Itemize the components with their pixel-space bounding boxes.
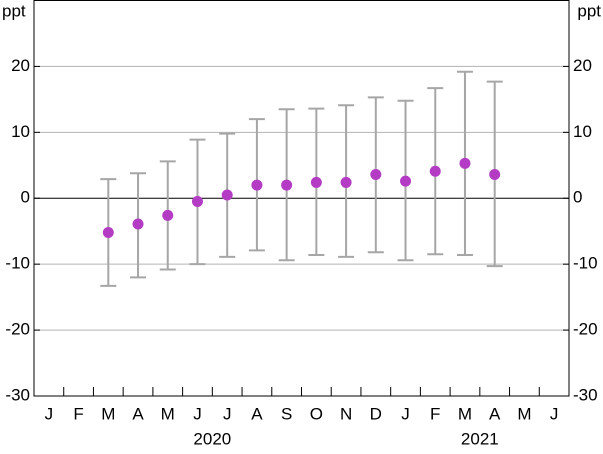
y-tick-label: 20	[11, 56, 30, 75]
point	[429, 165, 441, 177]
x-tick-label: O	[310, 404, 323, 423]
point	[132, 218, 144, 230]
y-tick-label: 0	[21, 188, 30, 207]
y-tick-label-right: -10	[573, 254, 598, 273]
point	[340, 176, 352, 188]
x-tick-label: F	[73, 404, 83, 423]
y-unit-left: ppt	[2, 1, 26, 20]
point	[191, 196, 203, 208]
y-tick-label: -30	[5, 385, 30, 404]
y-tick-label: -10	[5, 254, 30, 273]
x-tick-label: M	[517, 404, 531, 423]
year-label: 2021	[461, 429, 499, 448]
point	[162, 209, 174, 221]
y-unit-right: ppt	[577, 1, 601, 20]
y-tick-label-right: -30	[573, 385, 598, 404]
x-tick-label: A	[489, 404, 501, 423]
point	[310, 176, 322, 188]
point	[251, 179, 263, 191]
year-label: 2020	[193, 429, 231, 448]
point	[370, 169, 382, 181]
x-tick-label: J	[223, 404, 232, 423]
point	[459, 157, 471, 169]
x-tick-label: A	[251, 404, 263, 423]
point	[221, 189, 233, 201]
y-tick-label-right: 10	[573, 122, 592, 141]
x-tick-label: D	[370, 404, 382, 423]
x-tick-label: N	[340, 404, 352, 423]
x-tick-label: J	[193, 404, 202, 423]
point	[102, 227, 114, 239]
x-tick-label: J	[401, 404, 410, 423]
x-tick-label: M	[161, 404, 175, 423]
y-tick-label-right: -20	[573, 320, 598, 339]
point	[281, 179, 293, 191]
point	[400, 175, 412, 187]
y-tick-label-right: 20	[573, 56, 592, 75]
x-tick-label: A	[132, 404, 144, 423]
x-tick-label: S	[281, 404, 292, 423]
x-tick-label: J	[550, 404, 559, 423]
x-tick-label: M	[101, 404, 115, 423]
y-tick-label: 10	[11, 122, 30, 141]
point	[489, 169, 501, 181]
y-tick-label-right: 0	[573, 188, 582, 207]
y-tick-label: -20	[5, 320, 30, 339]
x-tick-label: M	[458, 404, 472, 423]
x-tick-label: F	[430, 404, 440, 423]
x-tick-label: J	[45, 404, 54, 423]
